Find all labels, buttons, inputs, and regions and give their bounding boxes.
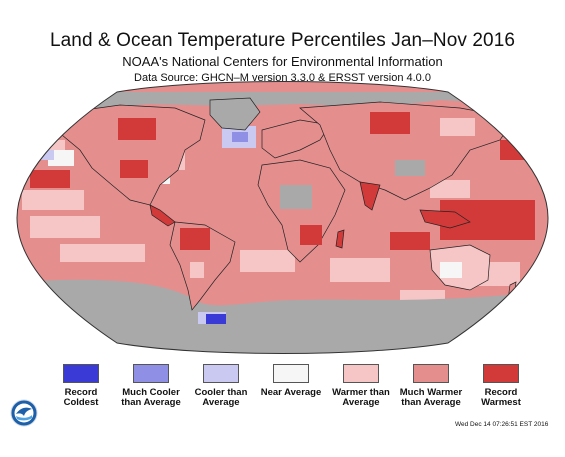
india [359,181,381,211]
legend-swatch [413,364,449,383]
atlantic-warm-patch [240,250,295,272]
legend-label: Much Warmer than Average [399,387,463,408]
legend-item-record-warmest: Record Warmest [466,364,536,408]
map-subtitle: NOAA's National Centers for Environmenta… [122,54,443,69]
legend-label: Warmer than Average [332,387,390,408]
north-america [61,104,206,206]
legend-item-warmer: Warmer than Average [326,364,396,408]
noaa-logo-icon [10,399,38,427]
pacific-record-warm [500,140,535,160]
legend: Record Coldest Much Cooler than Average … [0,364,565,424]
legend-item-much-warmer: Much Warmer than Average [396,364,466,408]
land-masses [61,97,517,311]
pacific-record-warm [30,170,70,188]
usa-record-warm [120,160,148,178]
legend-swatch [483,364,519,383]
legend-item-near-average: Near Average [256,364,326,398]
east-siberia-warm [440,118,475,136]
indian-record-warm [390,232,430,250]
africa-no-data [280,185,312,209]
pacific-warm-patch [30,216,100,238]
legend-item-cooler: Cooler than Average [186,364,256,408]
asia-no-data [395,160,425,176]
amazon-record-warm [180,228,210,250]
africa [257,159,346,263]
legend-swatch [203,364,239,383]
legend-swatch [343,364,379,383]
legend-item-record-coldest: Record Coldest [46,364,116,408]
legend-swatch [133,364,169,383]
data-source: Data Source: GHCN–M version 3.3.0 & ERSS… [134,72,431,84]
antarctic-no-data [17,279,548,354]
legend-label: Cooler than Average [194,387,248,408]
south-africa-record-warm [300,225,322,245]
indian-warm-patch [330,258,390,282]
europe [261,119,331,159]
noaa-logo-bird [16,407,32,416]
legend-label: Much Cooler than Average [121,387,181,408]
noaa-logo-wave [16,415,32,421]
pacific-warm-patch [60,244,145,262]
timestamp: Wed Dec 14 07:26:51 EST 2016 [455,421,549,428]
map-title: Land & Ocean Temperature Percentiles Jan… [49,30,516,51]
argentina-warm [190,262,204,278]
legend-swatch [63,364,99,383]
canada-record-warm [118,118,156,140]
legend-label: Near Average [260,387,322,398]
pacific-warm-patch [430,180,470,198]
greenland [209,97,261,131]
siberia-record-warm [370,112,410,134]
legend-item-much-cooler: Much Cooler than Average [116,364,186,408]
australia-near-average [440,262,462,278]
legend-label: Record Warmest [481,387,521,408]
noaa-logo-svg [10,399,38,427]
near-average-patch [48,150,74,166]
antarctic-record-cold-patch [206,314,226,324]
north-atlantic-much-cool-patch [232,132,248,142]
indonesia [419,209,471,229]
central-america [149,204,176,227]
globe-outline [16,81,549,354]
legend-label: Record Coldest [63,387,99,408]
legend-swatch [273,364,309,383]
cooler-patch [38,150,54,160]
madagascar [335,229,345,249]
pacific-warm-patch [22,190,84,210]
